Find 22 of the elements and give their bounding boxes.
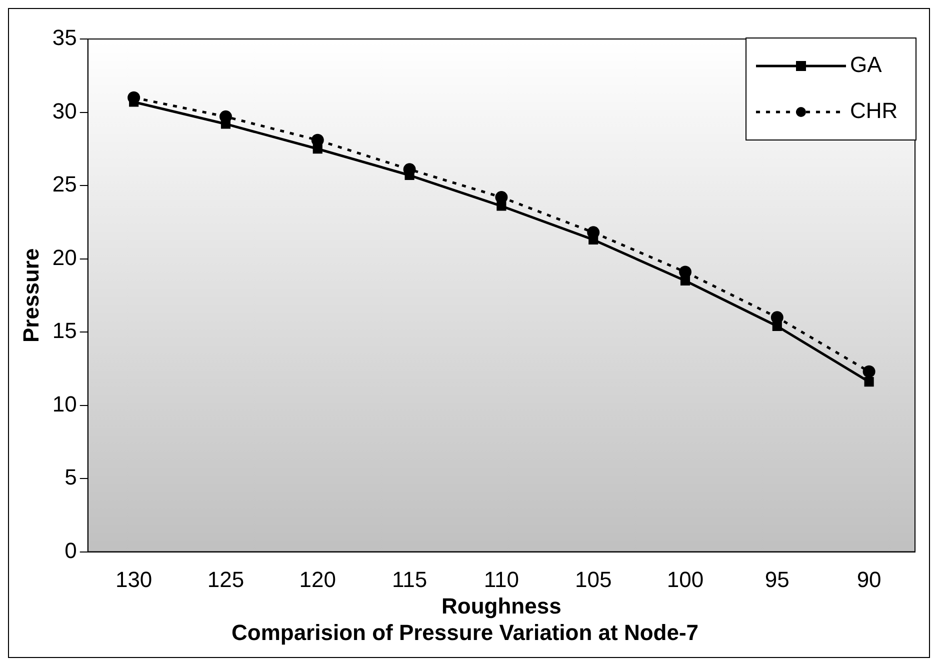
legend-label: GA <box>850 52 882 78</box>
x-tick-label: 120 <box>299 567 336 592</box>
y-tick-label: 5 <box>64 464 77 490</box>
y-tick-label: 20 <box>52 244 77 270</box>
x-tick-label: 110 <box>484 567 519 592</box>
y-tick-label: 25 <box>52 172 77 197</box>
x-tick-label: 100 <box>666 567 704 592</box>
y-axis-title: Pressure <box>18 248 44 342</box>
x-axis-title: Roughness <box>442 593 562 618</box>
x-tick-label: 95 <box>764 567 790 592</box>
y-tick-label: 0 <box>64 538 77 563</box>
y-tick-label: 35 <box>52 25 77 50</box>
text: Comparision of Pressure Variation at Node-7 <box>231 620 699 645</box>
y-tick-label: 30 <box>52 98 77 124</box>
y-tick-label: 15 <box>52 318 77 344</box>
legend-label: CHR <box>850 98 898 124</box>
x-tick-label: 125 <box>207 567 244 592</box>
x-tick-label: 90 <box>856 567 882 592</box>
x-tick-label: 105 <box>574 567 612 592</box>
x-tick-label: 130 <box>115 567 152 592</box>
x-tick-label: 115 <box>392 567 428 592</box>
y-tick-label: 10 <box>52 391 77 416</box>
